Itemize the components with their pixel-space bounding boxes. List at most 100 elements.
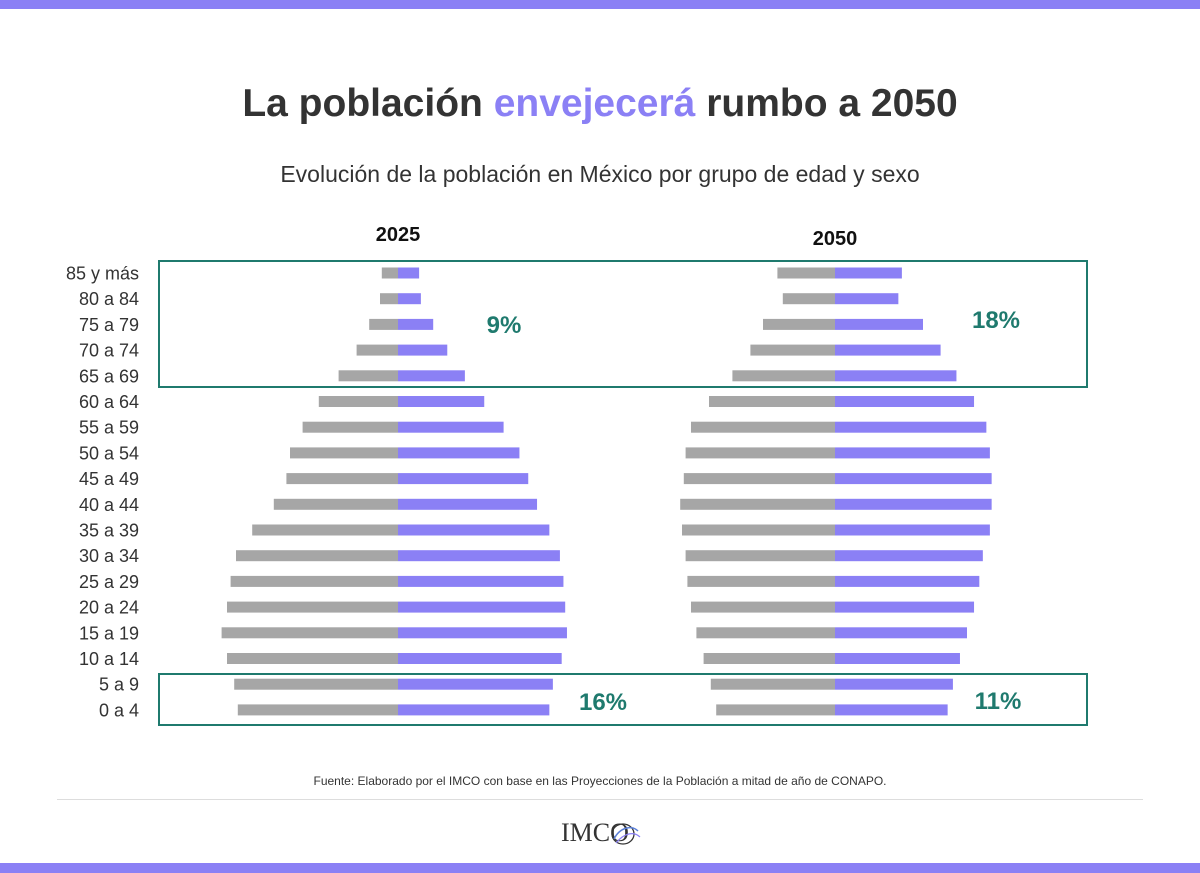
male-bar-2025 xyxy=(237,704,398,716)
female-bar-2050 xyxy=(835,421,987,433)
imco-logo-swirl-icon xyxy=(611,823,641,845)
title-part-2: rumbo a 2050 xyxy=(706,82,958,125)
female-bar-2050 xyxy=(835,601,975,613)
title-part-1: La población xyxy=(242,82,483,125)
male-bar-2050 xyxy=(763,318,835,330)
female-bar-2025 xyxy=(398,370,465,382)
male-bar-2050 xyxy=(716,704,835,716)
age-label: 65 a 69 xyxy=(79,366,139,386)
age-label: 55 a 59 xyxy=(79,418,139,438)
female-bar-2050 xyxy=(835,524,990,536)
bottom-accent-band xyxy=(0,863,1200,873)
male-bar-2025 xyxy=(234,678,398,690)
female-bar-2025 xyxy=(398,678,553,690)
highlight-percentage: 18% xyxy=(972,307,1020,334)
footer-divider xyxy=(57,799,1143,800)
male-bar-2050 xyxy=(682,524,835,536)
male-bar-2050 xyxy=(750,344,835,356)
male-bar-2050 xyxy=(732,370,835,382)
chart-subtitle: Evolución de la población en México por … xyxy=(280,161,920,187)
title-accent-word: envejecerá xyxy=(493,82,696,125)
male-bar-2025 xyxy=(230,575,398,587)
age-label: 25 a 29 xyxy=(79,572,139,592)
female-bar-2025 xyxy=(398,267,420,279)
age-label: 60 a 64 xyxy=(79,392,139,412)
female-bar-2050 xyxy=(835,344,941,356)
female-bar-2025 xyxy=(398,653,562,664)
female-bar-2050 xyxy=(835,575,980,587)
male-bar-2050 xyxy=(709,396,835,407)
male-bar-2050 xyxy=(703,653,835,664)
age-label: 45 a 49 xyxy=(79,469,139,489)
highlight-box xyxy=(158,260,1088,388)
age-label: 75 a 79 xyxy=(79,315,139,335)
female-bar-2025 xyxy=(398,627,567,639)
age-label: 15 a 19 xyxy=(79,623,139,643)
female-bar-2025 xyxy=(398,473,529,485)
female-bar-2025 xyxy=(398,344,448,356)
female-bar-2050 xyxy=(835,267,902,279)
chart-title: La población envejecerá rumbo a 2050 xyxy=(0,82,1200,126)
female-bar-2025 xyxy=(398,575,564,587)
female-bar-2025 xyxy=(398,550,560,562)
female-bar-2050 xyxy=(835,370,957,382)
highlight-percentage: 16% xyxy=(579,689,627,716)
source-note: Fuente: Elaborado por el IMCO con base e… xyxy=(313,774,887,788)
age-label: 30 a 34 xyxy=(79,546,139,566)
female-bar-2050 xyxy=(835,447,990,459)
female-bar-2050 xyxy=(835,396,975,407)
male-bar-2025 xyxy=(236,550,398,562)
female-bar-2050 xyxy=(835,498,992,510)
male-bar-2050 xyxy=(685,550,835,562)
top-accent-band xyxy=(0,0,1200,9)
age-label: 85 y más xyxy=(66,264,139,284)
female-bar-2050 xyxy=(835,318,923,330)
highlight-box xyxy=(158,673,1088,726)
male-bar-2050 xyxy=(685,447,835,459)
male-bar-2050 xyxy=(680,498,835,510)
male-bar-2050 xyxy=(710,678,835,690)
male-bar-2050 xyxy=(782,293,835,305)
male-bar-2025 xyxy=(252,524,398,536)
male-bar-2050 xyxy=(691,421,835,433)
female-bar-2025 xyxy=(398,498,538,510)
male-bar-2050 xyxy=(696,627,835,639)
male-bar-2025 xyxy=(356,344,398,356)
female-bar-2025 xyxy=(398,396,485,407)
female-bar-2050 xyxy=(835,473,992,485)
male-bar-2025 xyxy=(227,601,398,613)
female-bar-2025 xyxy=(398,524,550,536)
male-bar-2025 xyxy=(302,421,398,433)
female-bar-2025 xyxy=(398,421,504,433)
age-label: 35 a 39 xyxy=(79,521,139,541)
male-bar-2050 xyxy=(777,267,835,279)
male-bar-2025 xyxy=(381,267,398,279)
age-label: 50 a 54 xyxy=(79,443,139,463)
highlight-percentage: 9% xyxy=(487,312,522,339)
male-bar-2025 xyxy=(286,473,398,485)
male-bar-2025 xyxy=(369,318,398,330)
male-bar-2050 xyxy=(683,473,835,485)
female-bar-2025 xyxy=(398,293,421,305)
female-bar-2050 xyxy=(835,653,960,664)
male-bar-2025 xyxy=(318,396,398,407)
male-bar-2025 xyxy=(273,498,398,510)
male-bar-2050 xyxy=(691,601,835,613)
female-bar-2050 xyxy=(835,627,967,639)
age-label: 80 a 84 xyxy=(79,289,139,309)
male-bar-2025 xyxy=(380,293,398,305)
male-bar-2050 xyxy=(687,575,835,587)
pyramid-year-2025: 2025 xyxy=(375,224,421,246)
age-label: 5 a 9 xyxy=(99,675,139,695)
male-bar-2025 xyxy=(221,627,398,639)
age-label: 0 a 4 xyxy=(99,700,139,720)
pyramid-year-2050: 2050 xyxy=(812,228,858,250)
female-bar-2050 xyxy=(835,550,983,562)
female-bar-2050 xyxy=(835,678,953,690)
male-bar-2025 xyxy=(290,447,398,459)
age-label: 10 a 14 xyxy=(79,649,139,669)
male-bar-2025 xyxy=(338,370,398,382)
female-bar-2025 xyxy=(398,447,520,459)
male-bar-2025 xyxy=(227,653,398,664)
